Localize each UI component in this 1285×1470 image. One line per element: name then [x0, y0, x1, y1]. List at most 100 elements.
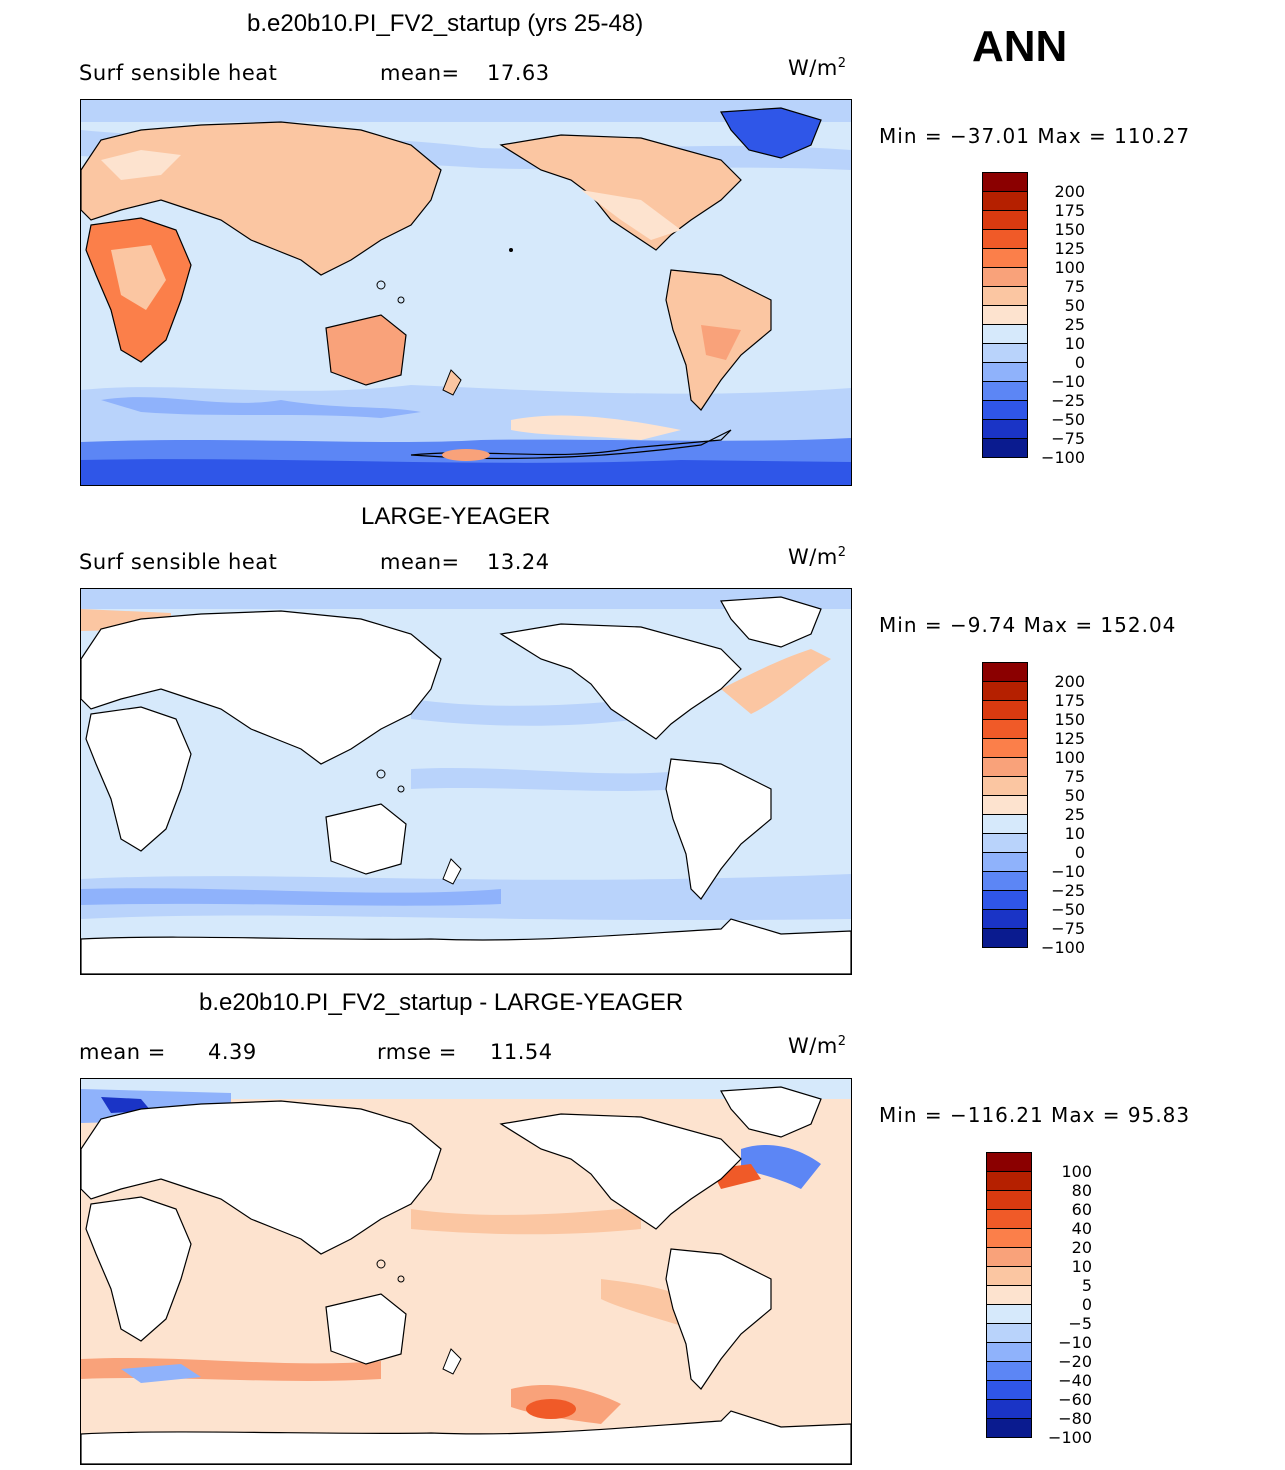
- colorbar-swatch: [983, 249, 1027, 268]
- world-map: [81, 589, 851, 974]
- world-map: [81, 100, 851, 485]
- colorbar-swatch: [983, 401, 1027, 420]
- colorbar-swatch: [987, 1305, 1031, 1324]
- colorbar-tick: −25: [1051, 881, 1085, 900]
- colorbar-tick: −10: [1051, 372, 1085, 391]
- colorbar-tick: −40: [1058, 1371, 1092, 1390]
- panel-title: b.e20b10.PI_FV2_startup - LARGE-YEAGER: [199, 989, 684, 1016]
- panel-title: b.e20b10.PI_FV2_startup (yrs 25-48): [247, 10, 644, 37]
- units-label: W/m2: [788, 56, 847, 80]
- mean-label: mean=: [380, 550, 460, 574]
- colorbar-tick: −5: [1068, 1314, 1092, 1333]
- colorbar-swatch: [983, 701, 1027, 720]
- colorbar-swatch: [987, 1343, 1031, 1362]
- colorbar-tick: 100: [1061, 1162, 1092, 1181]
- variable-label: Surf sensible heat: [79, 550, 278, 574]
- world-map: [81, 1079, 851, 1464]
- colorbar-tick: −10: [1051, 862, 1085, 881]
- colorbar-swatch: [983, 192, 1027, 211]
- colorbar-tick: −75: [1051, 429, 1085, 448]
- colorbar-tick: 125: [1054, 239, 1085, 258]
- colorbar-tick: 0: [1074, 843, 1085, 862]
- colorbar-swatch: [983, 268, 1027, 287]
- minmax-label: Min = −116.21 Max = 95.83: [879, 1103, 1191, 1127]
- rmse-value: 11.54: [490, 1040, 553, 1064]
- colorbar-swatch: [983, 777, 1027, 796]
- colorbar-tick: −20: [1058, 1352, 1092, 1371]
- colorbar-swatch: [983, 344, 1027, 363]
- colorbar-swatch: [983, 682, 1027, 701]
- map-plot: [80, 588, 852, 975]
- colorbar-swatch: [983, 739, 1027, 758]
- colorbar-swatch: [983, 211, 1027, 230]
- colorbar-swatch: [987, 1419, 1031, 1437]
- colorbar-tick: 50: [1064, 296, 1085, 315]
- colorbar-swatch: [987, 1362, 1031, 1381]
- mean-label: mean =: [79, 1040, 166, 1064]
- colorbar-swatch: [983, 173, 1027, 192]
- colorbar-swatch: [983, 815, 1027, 834]
- colorbar-tick: 20: [1071, 1238, 1092, 1257]
- colorbar-swatch: [987, 1248, 1031, 1267]
- colorbar-swatch: [987, 1381, 1031, 1400]
- colorbar-swatch: [983, 720, 1027, 739]
- colorbar-tick: −80: [1058, 1409, 1092, 1428]
- rmse-label: rmse =: [377, 1040, 457, 1064]
- colorbar-swatch: [987, 1210, 1031, 1229]
- season-label: ANN: [972, 22, 1068, 71]
- mean-value: 4.39: [208, 1040, 257, 1064]
- variable-label: Surf sensible heat: [79, 61, 278, 85]
- colorbar-swatch: [983, 891, 1027, 910]
- colorbar-tick: −100: [1041, 448, 1085, 467]
- colorbar-tick: −50: [1051, 900, 1085, 919]
- colorbar-tick: 175: [1054, 691, 1085, 710]
- colorbar-tick: 0: [1081, 1295, 1092, 1314]
- colorbar-ticks: 200 175 150 125 100 75 50 25 10 0 −10 −2…: [1035, 182, 1085, 467]
- colorbar-tick: 200: [1054, 182, 1085, 201]
- minmax-label: Min = −9.74 Max = 152.04: [879, 613, 1177, 637]
- map-plot: [80, 99, 852, 486]
- colorbar-tick: −60: [1058, 1390, 1092, 1409]
- colorbar-swatch: [987, 1400, 1031, 1419]
- map-plot: [80, 1078, 852, 1465]
- colorbar-swatch: [987, 1229, 1031, 1248]
- minmax-label: Min = −37.01 Max = 110.27: [879, 124, 1191, 148]
- colorbar-swatch: [983, 306, 1027, 325]
- colorbar: [982, 662, 1028, 948]
- colorbar-swatch: [983, 834, 1027, 853]
- colorbar-tick: −25: [1051, 391, 1085, 410]
- colorbar-tick: −75: [1051, 919, 1085, 938]
- colorbar-tick: 100: [1054, 258, 1085, 277]
- colorbar-swatch: [983, 853, 1027, 872]
- colorbar-tick: 175: [1054, 201, 1085, 220]
- colorbar-swatch: [983, 872, 1027, 891]
- colorbar-swatch: [983, 439, 1027, 457]
- colorbar-swatch: [983, 758, 1027, 777]
- units-label: W/m2: [788, 1034, 847, 1058]
- colorbar-tick: 50: [1064, 786, 1085, 805]
- mean-label: mean=: [380, 61, 460, 85]
- colorbar-tick: 5: [1081, 1276, 1092, 1295]
- colorbar-swatch: [983, 929, 1027, 947]
- colorbar-ticks: 100 80 60 40 20 10 5 0 −5 −10 −20 −40 −6…: [1040, 1162, 1092, 1447]
- colorbar-tick: 150: [1054, 710, 1085, 729]
- colorbar-tick: −50: [1051, 410, 1085, 429]
- colorbar-swatch: [983, 910, 1027, 929]
- colorbar-tick: 75: [1064, 767, 1085, 786]
- colorbar-swatch: [983, 663, 1027, 682]
- colorbar-tick: 40: [1071, 1219, 1092, 1238]
- colorbar-tick: 10: [1064, 334, 1085, 353]
- colorbar-swatch: [983, 363, 1027, 382]
- colorbar: [986, 1152, 1032, 1438]
- colorbar-tick: 25: [1064, 805, 1085, 824]
- colorbar-tick: 75: [1064, 277, 1085, 296]
- colorbar-swatch: [983, 420, 1027, 439]
- colorbar-tick: 100: [1054, 748, 1085, 767]
- colorbar-tick: −100: [1048, 1428, 1092, 1447]
- colorbar-swatch: [987, 1191, 1031, 1210]
- colorbar-tick: 80: [1071, 1181, 1092, 1200]
- colorbar-swatch: [983, 325, 1027, 344]
- colorbar-swatch: [983, 287, 1027, 306]
- colorbar-swatch: [987, 1172, 1031, 1191]
- colorbar-swatch: [987, 1267, 1031, 1286]
